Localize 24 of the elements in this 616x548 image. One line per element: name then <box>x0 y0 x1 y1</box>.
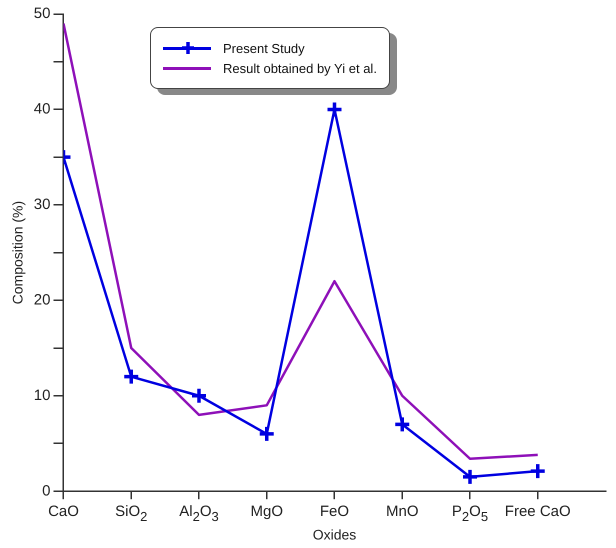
y-tick-label: 10 <box>34 386 50 404</box>
x-tick-label: Free CaO <box>504 503 571 520</box>
y-tick-label: 0 <box>42 482 50 500</box>
point <box>529 462 546 480</box>
point <box>393 416 411 434</box>
x-tick-label: MnO <box>386 503 418 520</box>
x-tick-label: CaO <box>48 503 79 520</box>
y-axis-title: Composition (%) <box>9 200 26 304</box>
point <box>258 425 276 443</box>
x-tick-label: P$_{2}$O$_{5}$ <box>452 503 488 524</box>
x-tick-label: SiO$_{2}$ <box>115 503 148 524</box>
legend-label: Present Study <box>223 40 305 56</box>
x-tick-label: MgO <box>250 503 283 520</box>
point <box>190 387 208 405</box>
x-axis-title: Oxides <box>312 526 356 542</box>
x-tick-label: FeO <box>320 503 350 520</box>
x-tick-label: Al$_{2}$O$_{3}$ <box>179 503 219 524</box>
y-tick-label: 50 <box>34 5 50 22</box>
point <box>122 368 140 386</box>
point <box>461 468 479 486</box>
y-tick-label: 40 <box>34 100 50 118</box>
y-tick-label: 20 <box>34 291 50 308</box>
legend-label: Result obtained by Yi et al. <box>223 60 377 76</box>
y-tick-label: 30 <box>34 196 50 214</box>
